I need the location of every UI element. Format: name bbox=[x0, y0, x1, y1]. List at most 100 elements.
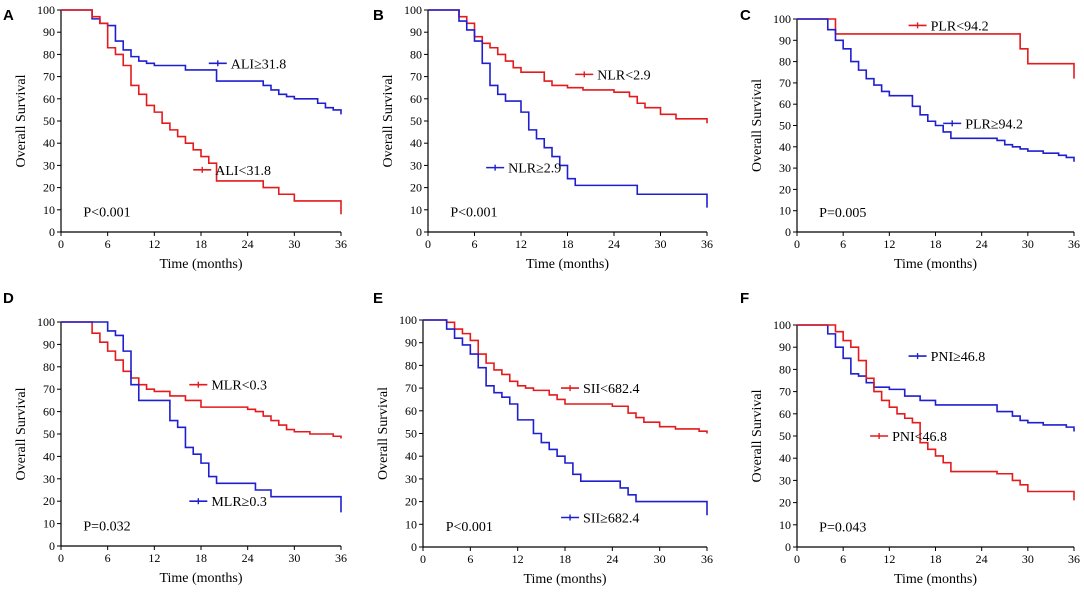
x-tick-label: 12 bbox=[883, 237, 895, 251]
y-axis-title: Overall Survival bbox=[14, 74, 29, 167]
y-tick-label: 40 bbox=[779, 451, 791, 465]
survival-curve-sii-682-4 bbox=[423, 319, 708, 434]
p-value: P<0.001 bbox=[83, 205, 130, 220]
y-tick-label: 100 bbox=[37, 315, 55, 329]
y-tick-label: 100 bbox=[37, 3, 55, 17]
y-tick-label: 20 bbox=[405, 495, 417, 509]
y-tick-label: 70 bbox=[405, 381, 417, 395]
x-tick-label: 12 bbox=[883, 552, 895, 566]
survival-curve-mlr-0-3 bbox=[61, 321, 342, 439]
x-tick-label: 18 bbox=[930, 552, 942, 566]
y-tick-label: 20 bbox=[779, 496, 791, 510]
x-tick-label: 36 bbox=[701, 552, 713, 566]
y-tick-label: 0 bbox=[411, 540, 417, 554]
p-value: P<0.001 bbox=[446, 520, 493, 535]
x-tick-label: 36 bbox=[1068, 552, 1080, 566]
y-tick-label: 40 bbox=[779, 140, 791, 154]
x-tick-label: 18 bbox=[930, 237, 942, 251]
x-tick-label: 0 bbox=[420, 552, 426, 566]
y-axis-title: Overall Survival bbox=[14, 387, 29, 480]
x-tick-label: 36 bbox=[335, 237, 347, 251]
legend-label: PNI≥46.8 bbox=[931, 350, 986, 365]
x-axis-title: Time (months) bbox=[159, 257, 242, 272]
y-tick-label: 0 bbox=[49, 539, 55, 553]
y-tick-label: 50 bbox=[43, 114, 55, 128]
legend-label: NLR≥2.9 bbox=[508, 162, 561, 177]
y-tick-label: 50 bbox=[779, 119, 791, 133]
survival-curve-mlr-0-3 bbox=[61, 321, 342, 513]
panel-letter: B bbox=[373, 7, 384, 24]
x-tick-label: 36 bbox=[701, 237, 713, 251]
panel-f: F 0 10 20 30 40 50 60 70 80 90 100 0 6 12 18 24 30 36 Time … bbox=[740, 290, 1080, 587]
x-tick-label: 24 bbox=[242, 237, 254, 251]
y-tick-label: 0 bbox=[785, 225, 791, 239]
panel-letter: C bbox=[740, 7, 751, 24]
legend-label: MLR≥0.3 bbox=[211, 495, 267, 510]
y-tick-label: 70 bbox=[43, 70, 55, 84]
y-tick-label: 80 bbox=[779, 362, 791, 376]
legend-label: ALI<31.8 bbox=[215, 164, 271, 179]
y-tick-label: 90 bbox=[410, 25, 422, 39]
legend-label: MLR<0.3 bbox=[211, 379, 267, 394]
x-tick-label: 30 bbox=[655, 237, 667, 251]
y-tick-label: 20 bbox=[410, 181, 422, 195]
y-tick-label: 40 bbox=[410, 136, 422, 150]
x-tick-label: 6 bbox=[105, 237, 111, 251]
legend-label: ALI≥31.8 bbox=[231, 57, 287, 72]
panel-letter: A bbox=[3, 7, 14, 24]
y-tick-label: 10 bbox=[43, 203, 55, 217]
x-tick-label: 0 bbox=[794, 237, 800, 251]
legend-label: PLR≥94.2 bbox=[965, 117, 1023, 132]
x-tick-label: 12 bbox=[515, 237, 527, 251]
y-tick-label: 80 bbox=[405, 358, 417, 372]
y-tick-label: 30 bbox=[405, 472, 417, 486]
y-tick-label: 20 bbox=[779, 182, 791, 196]
y-tick-label: 30 bbox=[43, 158, 55, 172]
x-tick-label: 6 bbox=[840, 552, 846, 566]
x-tick-label: 6 bbox=[467, 552, 473, 566]
y-tick-label: 30 bbox=[410, 158, 422, 172]
x-tick-label: 12 bbox=[512, 552, 524, 566]
y-tick-label: 100 bbox=[404, 3, 422, 17]
y-tick-label: 70 bbox=[779, 76, 791, 90]
survival-curve-ali-31-8 bbox=[61, 9, 342, 115]
legend-label: SII≥682.4 bbox=[583, 511, 639, 526]
panel-letter: D bbox=[3, 290, 14, 307]
y-tick-label: 90 bbox=[779, 33, 791, 47]
x-tick-label: 30 bbox=[288, 237, 300, 251]
panel-c: C 0 10 20 30 40 50 60 70 80 90 100 0 6 12 18 24 30 36 Time … bbox=[740, 7, 1080, 272]
panel-a: A 0 10 20 30 40 50 60 70 80 90 100 0 6 12 18 24 30 36 Time … bbox=[3, 3, 347, 272]
y-tick-label: 10 bbox=[405, 517, 417, 531]
y-tick-label: 80 bbox=[43, 360, 55, 374]
x-tick-label: 0 bbox=[794, 552, 800, 566]
legend-label: PNI<46.8 bbox=[892, 430, 947, 445]
panel-letter: F bbox=[740, 290, 749, 307]
survival-curve-sii-682-4 bbox=[423, 319, 708, 516]
x-tick-label: 30 bbox=[288, 551, 300, 565]
survival-curve-pni-46-8 bbox=[797, 324, 1075, 432]
x-axis-title: Time (months) bbox=[159, 571, 242, 586]
x-axis-title: Time (months) bbox=[526, 257, 609, 272]
y-tick-label: 50 bbox=[43, 427, 55, 441]
y-tick-label: 10 bbox=[410, 203, 422, 217]
x-tick-label: 6 bbox=[105, 551, 111, 565]
x-tick-label: 36 bbox=[1068, 237, 1080, 251]
y-axis-title: Overall Survival bbox=[750, 79, 765, 172]
x-tick-label: 12 bbox=[148, 551, 160, 565]
x-tick-label: 30 bbox=[654, 552, 666, 566]
y-tick-label: 90 bbox=[43, 337, 55, 351]
y-tick-label: 20 bbox=[43, 181, 55, 195]
y-tick-label: 100 bbox=[773, 318, 791, 332]
panel-b: B 0 10 20 30 40 50 60 70 80 90 100 0 6 12 18 24 30 36 Time … bbox=[373, 3, 713, 272]
x-axis-title: Time (months) bbox=[894, 572, 977, 587]
survival-curve-ali-31-8 bbox=[61, 9, 342, 215]
y-tick-label: 70 bbox=[779, 385, 791, 399]
y-tick-label: 0 bbox=[49, 225, 55, 239]
legend-label: SII<682.4 bbox=[583, 382, 640, 397]
y-tick-label: 90 bbox=[43, 25, 55, 39]
x-tick-label: 30 bbox=[1022, 552, 1034, 566]
x-tick-label: 18 bbox=[562, 237, 574, 251]
y-tick-label: 20 bbox=[43, 494, 55, 508]
x-tick-label: 12 bbox=[148, 237, 160, 251]
